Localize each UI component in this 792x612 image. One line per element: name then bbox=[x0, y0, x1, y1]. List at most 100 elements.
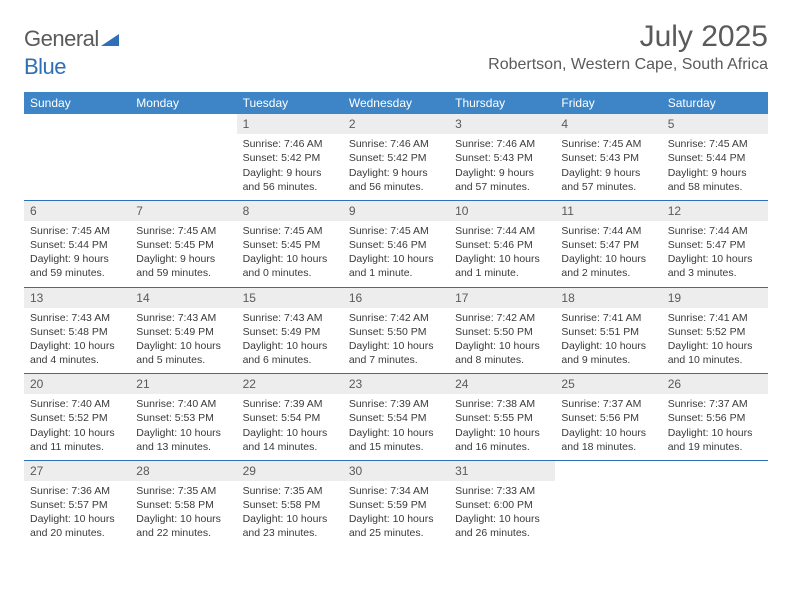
day-number-row: 2728293031 bbox=[24, 460, 768, 481]
sunrise-line: Sunrise: 7:46 AM bbox=[243, 137, 337, 151]
sunrise-line: Sunrise: 7:35 AM bbox=[243, 484, 337, 498]
weekday-header: Monday bbox=[130, 92, 236, 114]
daylight-line: Daylight: 9 hours and 57 minutes. bbox=[455, 166, 549, 194]
sunrise-line: Sunrise: 7:44 AM bbox=[561, 224, 655, 238]
sunset-line: Sunset: 5:48 PM bbox=[30, 325, 124, 339]
sunset-line: Sunset: 5:55 PM bbox=[455, 411, 549, 425]
day-number-cell: 26 bbox=[662, 374, 768, 395]
day-number-cell: 13 bbox=[24, 287, 130, 308]
sunrise-line: Sunrise: 7:45 AM bbox=[668, 137, 762, 151]
day-body-cell: Sunrise: 7:42 AMSunset: 5:50 PMDaylight:… bbox=[449, 308, 555, 374]
day-number-cell: 31 bbox=[449, 460, 555, 481]
day-body-cell: Sunrise: 7:36 AMSunset: 5:57 PMDaylight:… bbox=[24, 481, 130, 547]
daylight-line: Daylight: 10 hours and 8 minutes. bbox=[455, 339, 549, 367]
sunset-line: Sunset: 5:58 PM bbox=[136, 498, 230, 512]
logo-text-gray: General bbox=[24, 26, 99, 51]
day-number-cell: 18 bbox=[555, 287, 661, 308]
logo-text-blue: Blue bbox=[24, 54, 66, 79]
day-body-cell: Sunrise: 7:46 AMSunset: 5:42 PMDaylight:… bbox=[343, 134, 449, 200]
day-body-row: Sunrise: 7:46 AMSunset: 5:42 PMDaylight:… bbox=[24, 134, 768, 200]
daylight-line: Daylight: 9 hours and 59 minutes. bbox=[136, 252, 230, 280]
day-number-row: 12345 bbox=[24, 114, 768, 134]
day-body-row: Sunrise: 7:36 AMSunset: 5:57 PMDaylight:… bbox=[24, 481, 768, 547]
weekday-header-row: Sunday Monday Tuesday Wednesday Thursday… bbox=[24, 92, 768, 114]
sunrise-line: Sunrise: 7:39 AM bbox=[243, 397, 337, 411]
logo: General Blue bbox=[24, 20, 119, 80]
sunrise-line: Sunrise: 7:41 AM bbox=[668, 311, 762, 325]
weekday-header: Friday bbox=[555, 92, 661, 114]
day-number-cell: 27 bbox=[24, 460, 130, 481]
day-number-row: 6789101112 bbox=[24, 200, 768, 221]
sunset-line: Sunset: 5:52 PM bbox=[30, 411, 124, 425]
sunset-line: Sunset: 5:56 PM bbox=[668, 411, 762, 425]
sunset-line: Sunset: 5:42 PM bbox=[243, 151, 337, 165]
daylight-line: Daylight: 10 hours and 0 minutes. bbox=[243, 252, 337, 280]
day-body-cell: Sunrise: 7:45 AMSunset: 5:44 PMDaylight:… bbox=[24, 221, 130, 287]
month-title: July 2025 bbox=[488, 20, 768, 54]
day-body-cell: Sunrise: 7:35 AMSunset: 5:58 PMDaylight:… bbox=[130, 481, 236, 547]
sunset-line: Sunset: 5:56 PM bbox=[561, 411, 655, 425]
sunset-line: Sunset: 5:46 PM bbox=[455, 238, 549, 252]
sunset-line: Sunset: 5:45 PM bbox=[136, 238, 230, 252]
day-body-cell: Sunrise: 7:44 AMSunset: 5:47 PMDaylight:… bbox=[662, 221, 768, 287]
daylight-line: Daylight: 10 hours and 19 minutes. bbox=[668, 426, 762, 454]
day-number-cell: 10 bbox=[449, 200, 555, 221]
sunset-line: Sunset: 5:43 PM bbox=[561, 151, 655, 165]
location: Robertson, Western Cape, South Africa bbox=[488, 56, 768, 74]
weekday-header: Saturday bbox=[662, 92, 768, 114]
sunrise-line: Sunrise: 7:40 AM bbox=[136, 397, 230, 411]
daylight-line: Daylight: 10 hours and 23 minutes. bbox=[243, 512, 337, 540]
calendar-table: Sunday Monday Tuesday Wednesday Thursday… bbox=[24, 92, 768, 546]
day-number-cell: 21 bbox=[130, 374, 236, 395]
day-body-cell: Sunrise: 7:40 AMSunset: 5:52 PMDaylight:… bbox=[24, 394, 130, 460]
day-number-cell: 9 bbox=[343, 200, 449, 221]
day-number-cell bbox=[130, 114, 236, 134]
daylight-line: Daylight: 10 hours and 16 minutes. bbox=[455, 426, 549, 454]
daylight-line: Daylight: 10 hours and 14 minutes. bbox=[243, 426, 337, 454]
day-number-cell: 2 bbox=[343, 114, 449, 134]
daylight-line: Daylight: 9 hours and 58 minutes. bbox=[668, 166, 762, 194]
day-number-cell bbox=[555, 460, 661, 481]
day-body-cell: Sunrise: 7:38 AMSunset: 5:55 PMDaylight:… bbox=[449, 394, 555, 460]
sunrise-line: Sunrise: 7:45 AM bbox=[349, 224, 443, 238]
day-body-cell: Sunrise: 7:42 AMSunset: 5:50 PMDaylight:… bbox=[343, 308, 449, 374]
sunset-line: Sunset: 5:44 PM bbox=[30, 238, 124, 252]
day-body-row: Sunrise: 7:40 AMSunset: 5:52 PMDaylight:… bbox=[24, 394, 768, 460]
daylight-line: Daylight: 10 hours and 25 minutes. bbox=[349, 512, 443, 540]
sunrise-line: Sunrise: 7:44 AM bbox=[455, 224, 549, 238]
sunrise-line: Sunrise: 7:33 AM bbox=[455, 484, 549, 498]
sunrise-line: Sunrise: 7:43 AM bbox=[243, 311, 337, 325]
day-body-cell: Sunrise: 7:33 AMSunset: 6:00 PMDaylight:… bbox=[449, 481, 555, 547]
sunset-line: Sunset: 5:47 PM bbox=[668, 238, 762, 252]
day-number-cell: 8 bbox=[237, 200, 343, 221]
sunrise-line: Sunrise: 7:35 AM bbox=[136, 484, 230, 498]
header: General Blue July 2025 Robertson, Western… bbox=[24, 20, 768, 80]
day-body-cell: Sunrise: 7:45 AMSunset: 5:44 PMDaylight:… bbox=[662, 134, 768, 200]
sunset-line: Sunset: 5:43 PM bbox=[455, 151, 549, 165]
day-body-cell: Sunrise: 7:44 AMSunset: 5:46 PMDaylight:… bbox=[449, 221, 555, 287]
sunset-line: Sunset: 5:54 PM bbox=[349, 411, 443, 425]
day-body-cell: Sunrise: 7:41 AMSunset: 5:51 PMDaylight:… bbox=[555, 308, 661, 374]
sunrise-line: Sunrise: 7:44 AM bbox=[668, 224, 762, 238]
sunrise-line: Sunrise: 7:46 AM bbox=[455, 137, 549, 151]
daylight-line: Daylight: 9 hours and 59 minutes. bbox=[30, 252, 124, 280]
day-body-cell bbox=[24, 134, 130, 200]
day-number-cell: 25 bbox=[555, 374, 661, 395]
daylight-line: Daylight: 10 hours and 1 minute. bbox=[455, 252, 549, 280]
daylight-line: Daylight: 10 hours and 6 minutes. bbox=[243, 339, 337, 367]
day-number-cell: 30 bbox=[343, 460, 449, 481]
sunrise-line: Sunrise: 7:36 AM bbox=[30, 484, 124, 498]
weekday-header: Sunday bbox=[24, 92, 130, 114]
day-number-cell: 20 bbox=[24, 374, 130, 395]
weekday-header: Thursday bbox=[449, 92, 555, 114]
day-number-cell bbox=[662, 460, 768, 481]
daylight-line: Daylight: 10 hours and 4 minutes. bbox=[30, 339, 124, 367]
daylight-line: Daylight: 9 hours and 56 minutes. bbox=[243, 166, 337, 194]
daylight-line: Daylight: 10 hours and 2 minutes. bbox=[561, 252, 655, 280]
sunrise-line: Sunrise: 7:43 AM bbox=[30, 311, 124, 325]
day-number-cell: 3 bbox=[449, 114, 555, 134]
sunset-line: Sunset: 6:00 PM bbox=[455, 498, 549, 512]
day-number-cell: 28 bbox=[130, 460, 236, 481]
daylight-line: Daylight: 10 hours and 3 minutes. bbox=[668, 252, 762, 280]
sunrise-line: Sunrise: 7:40 AM bbox=[30, 397, 124, 411]
